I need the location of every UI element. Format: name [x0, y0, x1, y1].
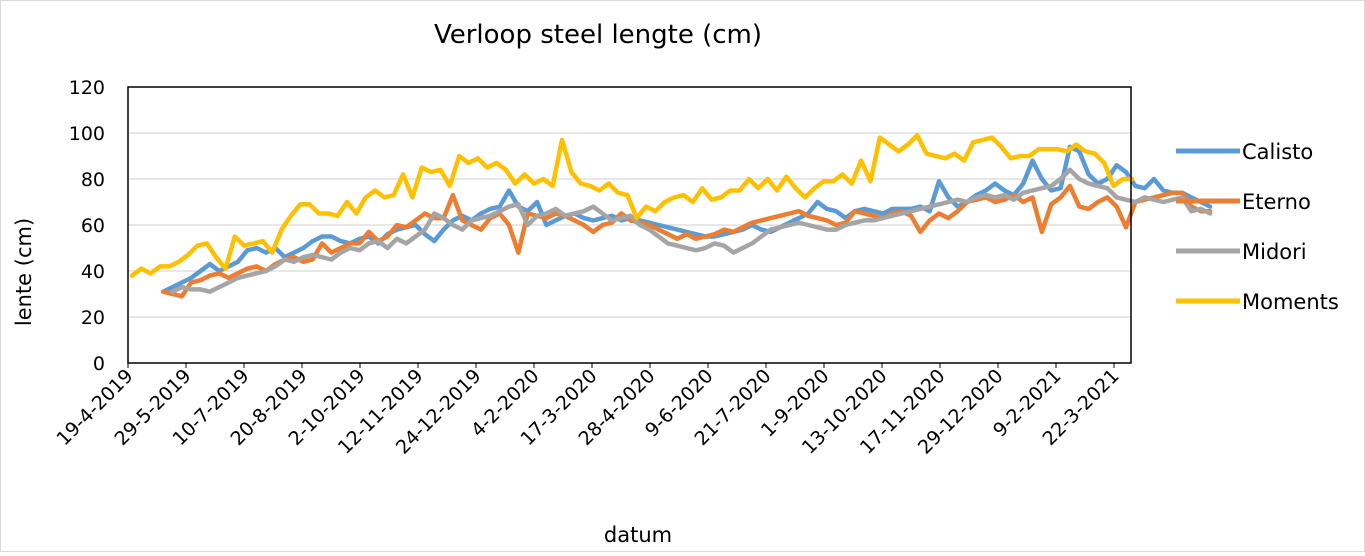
legend-label-midori: Midori: [1242, 240, 1307, 264]
y-axis-label: lente (cm): [12, 218, 36, 326]
y-tick-label: 120: [69, 77, 105, 99]
y-tick-label: 100: [69, 123, 105, 145]
legend: Calisto Eterno Midori Moments: [1176, 140, 1339, 314]
series-line-moments: [129, 133, 1135, 278]
y-tick-label: 40: [81, 261, 105, 283]
legend-label-moments: Moments: [1242, 290, 1339, 314]
y-tick-label: 60: [81, 215, 105, 237]
x-axis-ticks: 19-4-201929-5-201910-7-201920-8-20192-10…: [52, 363, 1124, 459]
legend-label-calisto: Calisto: [1242, 140, 1313, 164]
series-line-eterno: [160, 183, 1213, 299]
legend-label-eterno: Eterno: [1242, 190, 1311, 214]
gridlines: [128, 132, 1131, 318]
y-tick-label: 0: [93, 353, 105, 375]
y-axis-ticks: 0 20 40 60 80 100 120: [69, 77, 105, 375]
series-line-midori: [170, 167, 1213, 294]
series-line-calisto: [160, 144, 1213, 294]
chart-title: Verloop steel lengte (cm): [434, 20, 762, 50]
plot-area-border: [127, 86, 1132, 364]
y-tick-label: 20: [81, 307, 105, 329]
x-axis-label: datum: [604, 523, 672, 547]
series-lines: [129, 133, 1213, 299]
y-tick-label: 80: [81, 169, 105, 191]
